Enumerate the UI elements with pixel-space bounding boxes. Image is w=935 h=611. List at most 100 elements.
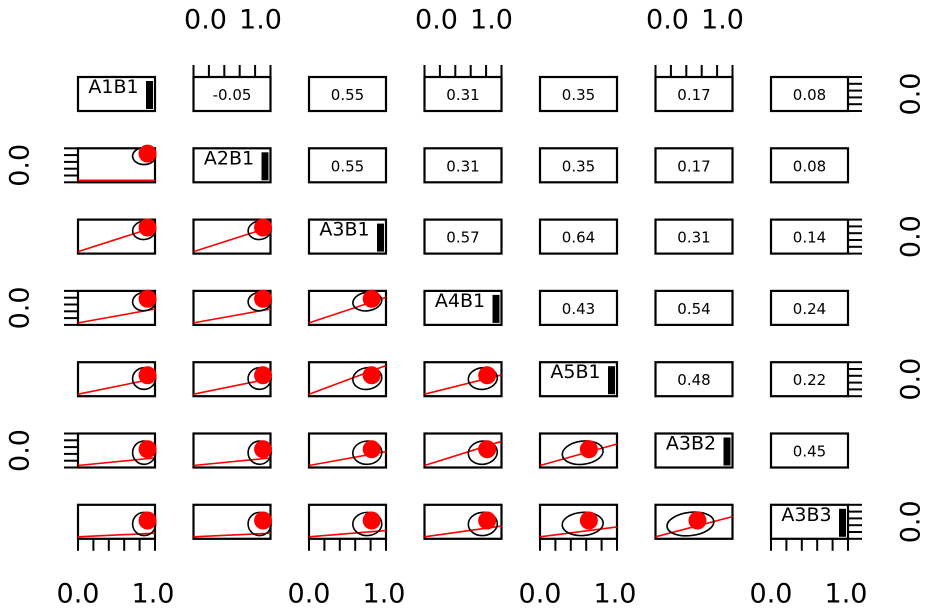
variable-label: A3B1: [319, 219, 369, 241]
histogram-bar: [839, 508, 846, 537]
panel-frame: [538, 503, 619, 540]
correlation-label: 0.22: [793, 371, 826, 389]
correlation-label: 0.48: [677, 371, 710, 389]
axis-tick-label: 0.0: [5, 429, 36, 472]
ellipse-center-point: [138, 511, 157, 530]
panel-frame: [307, 147, 388, 184]
regression-line: [77, 532, 156, 538]
regression-line: [539, 526, 618, 538]
variable-label: A1B1: [88, 76, 138, 98]
ellipse-center-point: [138, 144, 157, 163]
histogram-bar: [723, 437, 731, 466]
panel-frame: [769, 75, 850, 113]
density-contour: [352, 366, 383, 391]
correlation-label: 0.43: [562, 300, 595, 318]
correlation-label: 0.64: [562, 229, 595, 247]
correlation-label: 0.08: [793, 86, 826, 104]
panel-frame: [307, 218, 388, 255]
panel-frame: [654, 75, 734, 113]
panel-frame: [423, 147, 503, 184]
panel-frame: [192, 147, 272, 184]
panel-frame: [307, 75, 388, 113]
correlation-label: 0.08: [793, 157, 826, 175]
variable-label: A3B3: [781, 504, 831, 526]
ellipse-center-point: [688, 511, 707, 530]
correlation-label: 0.54: [677, 300, 710, 318]
ellipse-center-point: [362, 440, 381, 459]
panel-frame: [769, 147, 850, 184]
axis-tick-label: 0.0: [896, 215, 927, 258]
histogram-bar: [608, 366, 615, 395]
ellipse-center-point: [362, 366, 381, 385]
axis-tick-label: 0.0: [519, 579, 562, 610]
axis-tick-label: 0.0: [896, 500, 927, 543]
axis-tick-label: 0.0: [750, 579, 793, 610]
panel-frame: [423, 289, 503, 326]
density-contour: [352, 440, 383, 466]
ellipse-center-point: [138, 218, 157, 237]
correlation-label: 0.31: [446, 86, 479, 104]
panel-frame: [423, 75, 503, 113]
variable-label: A3B2: [666, 433, 716, 455]
variable-label: A4B1: [435, 290, 485, 312]
correlation-label: 0.31: [677, 229, 710, 247]
axis-tick-label: 0.0: [57, 579, 100, 610]
histogram-bar: [261, 152, 269, 181]
density-contour: [467, 511, 499, 537]
regression-line: [539, 443, 618, 467]
ellipse-center-point: [138, 289, 157, 308]
axis-tick-label: 0.0: [184, 5, 227, 36]
ellipse-center-point: [478, 366, 497, 385]
ellipse-center-point: [579, 440, 598, 459]
axis-tick-label: 1.0: [363, 579, 406, 610]
correlation-label: 0.55: [331, 86, 364, 104]
ellipse-center-point: [362, 511, 381, 530]
panel-frame: [538, 75, 619, 113]
panel-frame: [654, 289, 734, 326]
axis-tick-label: 0.0: [896, 73, 927, 116]
panel-frame: [538, 289, 619, 326]
correlation-label: 0.35: [562, 86, 595, 104]
panel-frame: [769, 218, 850, 255]
correlation-label: 0.17: [677, 86, 710, 104]
ellipse-center-point: [579, 511, 598, 530]
density-contour: [467, 366, 499, 391]
variable-label: A5B1: [550, 361, 600, 383]
panel-frame: [654, 218, 734, 255]
panel-frame: [769, 361, 850, 398]
axis-tick-label: 0.0: [5, 144, 36, 187]
panel-frame: [538, 361, 619, 398]
ellipse-center-point: [138, 366, 157, 385]
ellipse-center-point: [138, 440, 157, 459]
correlation-label: 0.17: [677, 157, 710, 175]
axis-tick-label: 1.0: [825, 579, 868, 610]
axis-tick-label: 1.0: [594, 579, 637, 610]
ellipse-center-point: [254, 440, 273, 459]
ellipse-center-point: [254, 289, 273, 308]
axis-tick-label: 0.0: [646, 5, 689, 36]
panel-frame: [654, 432, 734, 469]
variable-label: A2B1: [204, 147, 254, 169]
panel-frame: [654, 147, 734, 184]
axis-tick-label: 1.0: [470, 5, 513, 36]
axis-tick-label: 1.0: [701, 5, 744, 36]
regression-line: [308, 529, 387, 538]
axis-tick-label: 0.0: [896, 358, 927, 401]
density-contour: [352, 511, 383, 537]
correlation-label: -0.05: [213, 86, 252, 104]
correlation-label: 0.31: [446, 157, 479, 175]
panel-frame: [76, 75, 157, 113]
ellipse-center-point: [254, 218, 273, 237]
axis-tick-label: 0.0: [5, 286, 36, 329]
regression-line: [193, 532, 271, 538]
density-contour: [561, 440, 604, 466]
correlation-label: 0.35: [562, 157, 595, 175]
ellipse-center-point: [254, 366, 273, 385]
axis-tick-label: 0.0: [288, 579, 331, 610]
regression-line: [77, 457, 156, 467]
correlation-label: 0.55: [331, 157, 364, 175]
ellipse-center-point: [478, 440, 497, 459]
correlation-label: 0.14: [793, 229, 826, 247]
ellipse-center-point: [254, 511, 273, 530]
